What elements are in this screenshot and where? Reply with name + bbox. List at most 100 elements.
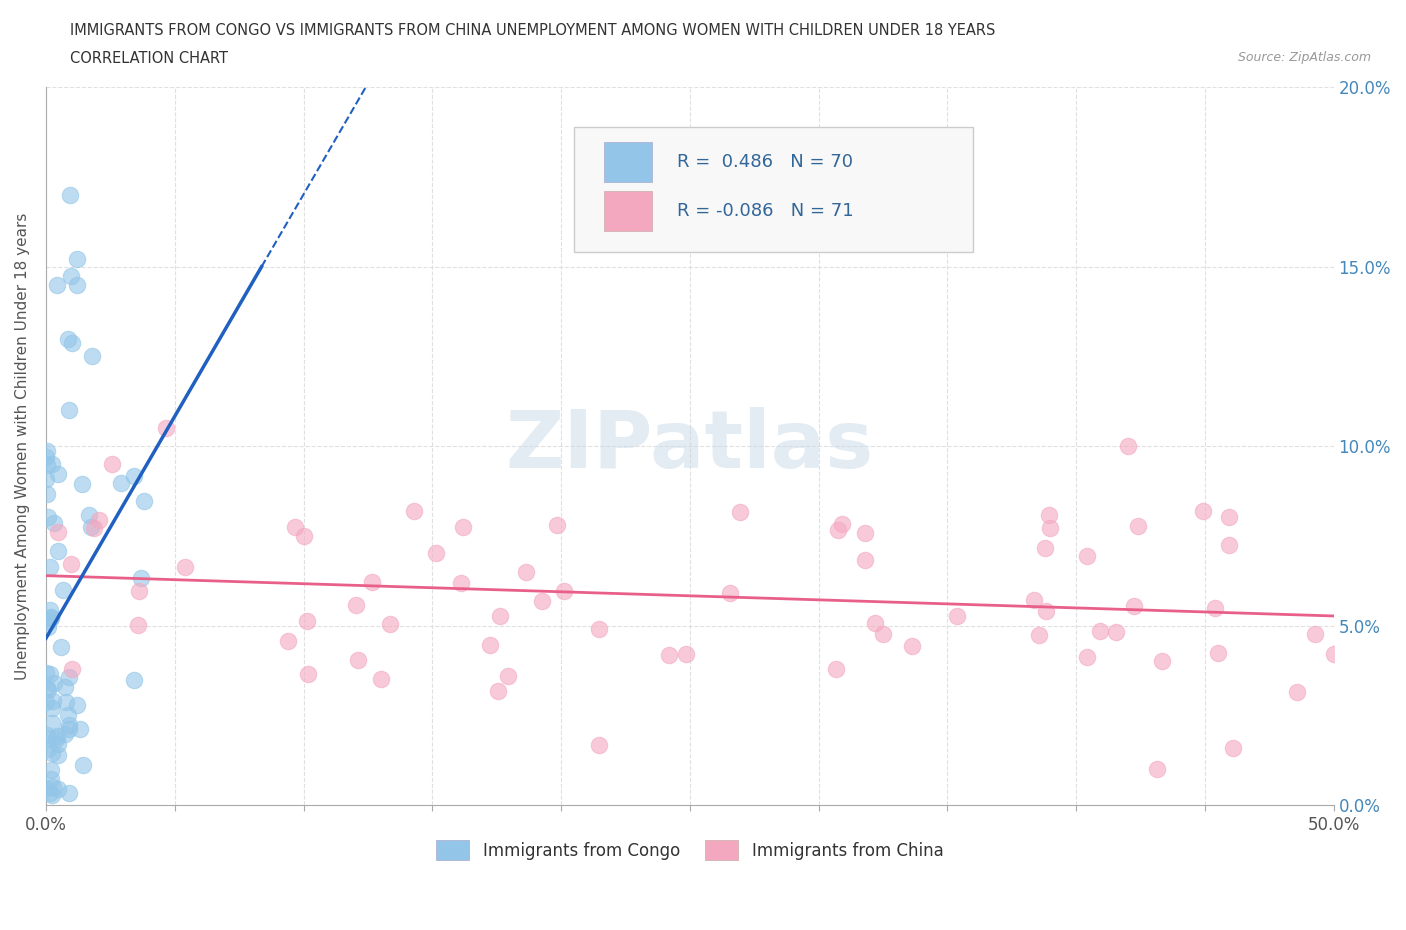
Point xyxy=(42,516,65,531)
Point xyxy=(450,575,472,590)
Point xyxy=(1123,599,1146,614)
Point xyxy=(863,615,886,630)
Point xyxy=(82,349,104,364)
Point xyxy=(38,613,60,628)
Point xyxy=(155,420,177,435)
Point xyxy=(35,444,58,458)
Point xyxy=(37,742,59,757)
Point xyxy=(46,525,69,539)
Point xyxy=(35,780,58,795)
Point xyxy=(37,620,59,635)
Point xyxy=(66,277,89,292)
Point xyxy=(129,571,152,586)
Point xyxy=(35,449,58,464)
Point xyxy=(1116,439,1139,454)
Point xyxy=(380,617,402,631)
Point xyxy=(44,676,66,691)
Point xyxy=(45,731,67,746)
Point xyxy=(38,732,60,747)
Point xyxy=(58,786,80,801)
Point xyxy=(402,503,425,518)
Point xyxy=(901,638,924,653)
Point xyxy=(35,666,58,681)
Point xyxy=(292,528,315,543)
Point xyxy=(132,494,155,509)
Point xyxy=(60,336,83,351)
Point xyxy=(39,666,62,681)
Point xyxy=(1323,647,1346,662)
Point xyxy=(46,277,69,292)
Point xyxy=(1206,645,1229,660)
Point xyxy=(58,718,80,733)
Point xyxy=(479,637,502,652)
FancyBboxPatch shape xyxy=(574,126,973,252)
Point xyxy=(39,785,62,800)
Point xyxy=(42,693,65,708)
Point xyxy=(41,700,63,715)
Point xyxy=(295,614,318,629)
Point xyxy=(58,403,80,418)
Point xyxy=(127,618,149,632)
Point xyxy=(46,729,69,744)
Point xyxy=(1218,510,1240,525)
Point xyxy=(1222,741,1244,756)
Point xyxy=(101,457,124,472)
Point xyxy=(41,457,63,472)
Point xyxy=(1146,762,1168,777)
Text: R =  0.486   N = 70: R = 0.486 N = 70 xyxy=(676,153,853,171)
Point xyxy=(59,187,82,202)
Point xyxy=(42,779,65,794)
Text: CORRELATION CHART: CORRELATION CHART xyxy=(70,51,228,66)
Point xyxy=(486,684,509,698)
Point xyxy=(361,575,384,590)
Bar xyxy=(603,192,652,231)
Point xyxy=(588,621,610,636)
Point xyxy=(1218,538,1240,552)
Point xyxy=(122,469,145,484)
Point xyxy=(35,486,58,501)
Text: IMMIGRANTS FROM CONGO VS IMMIGRANTS FROM CHINA UNEMPLOYMENT AMONG WOMEN WITH CHI: IMMIGRANTS FROM CONGO VS IMMIGRANTS FROM… xyxy=(70,23,995,38)
Point xyxy=(72,758,94,773)
Point xyxy=(37,683,59,698)
Point xyxy=(37,510,59,525)
Point xyxy=(46,543,69,558)
Point xyxy=(53,680,76,695)
Point xyxy=(1033,541,1056,556)
Point xyxy=(122,672,145,687)
Point xyxy=(855,552,877,567)
Point xyxy=(39,763,62,777)
Point xyxy=(60,557,83,572)
Point xyxy=(83,521,105,536)
Point xyxy=(1128,519,1150,534)
Legend: Immigrants from Congo, Immigrants from China: Immigrants from Congo, Immigrants from C… xyxy=(427,831,952,869)
Point xyxy=(66,698,89,712)
Point xyxy=(35,681,58,696)
Point xyxy=(1035,603,1057,618)
Point xyxy=(1303,627,1326,642)
Point xyxy=(46,781,69,796)
Point xyxy=(658,647,681,662)
Point xyxy=(496,669,519,684)
Point xyxy=(49,640,72,655)
Point xyxy=(128,584,150,599)
Point xyxy=(853,525,876,540)
Point xyxy=(41,745,63,760)
Point xyxy=(46,467,69,482)
Point xyxy=(1090,624,1112,639)
Point xyxy=(872,627,894,642)
Point xyxy=(1076,549,1098,564)
Point xyxy=(39,772,62,787)
Point xyxy=(46,737,69,751)
Point xyxy=(35,472,58,486)
Point xyxy=(70,476,93,491)
Point xyxy=(546,518,568,533)
Point xyxy=(346,597,368,612)
Point xyxy=(825,661,848,676)
Point xyxy=(80,520,103,535)
Point xyxy=(52,583,75,598)
Point xyxy=(831,516,853,531)
Point xyxy=(38,560,60,575)
Point xyxy=(588,737,610,752)
Text: R = -0.086   N = 71: R = -0.086 N = 71 xyxy=(676,202,853,220)
Point xyxy=(827,522,849,537)
